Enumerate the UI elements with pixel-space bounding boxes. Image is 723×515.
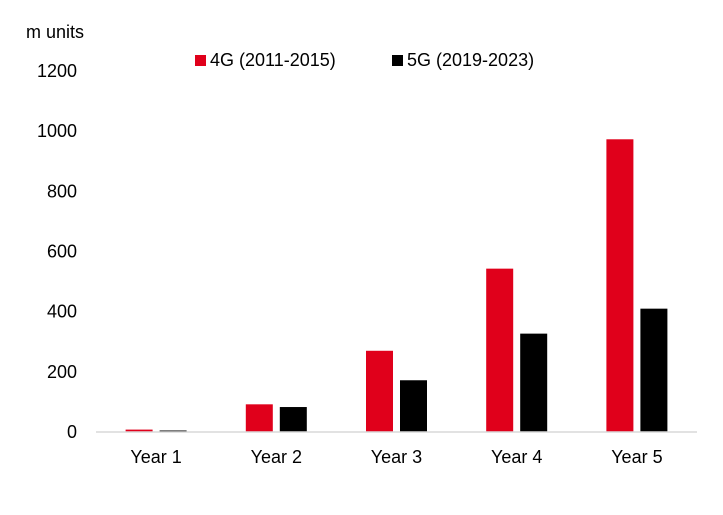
bar-4g-1 [125, 429, 153, 432]
x-tick-label: Year 5 [611, 447, 662, 467]
bar-5g-4 [520, 333, 548, 432]
y-tick-label: 800 [47, 181, 77, 201]
x-tick-label: Year 1 [130, 447, 181, 467]
legend-swatch-5g [392, 55, 403, 66]
y-tick-label: 1200 [37, 61, 77, 81]
x-tick-label: Year 3 [371, 447, 422, 467]
y-tick-label: 0 [67, 422, 77, 442]
bars [125, 139, 668, 432]
legend: 4G (2011-2015) 5G (2019-2023) [195, 50, 534, 70]
x-tick-label: Year 2 [251, 447, 302, 467]
legend-swatch-4g [195, 55, 206, 66]
y-tick-label: 600 [47, 242, 77, 262]
bar-5g-3 [400, 380, 427, 432]
bar-4g-2 [245, 404, 273, 432]
legend-label-4g: 4G (2011-2015) [210, 50, 336, 70]
bar-4g-5 [606, 139, 634, 432]
bar-5g-5 [640, 308, 668, 432]
bar-4g-3 [366, 350, 393, 432]
bar-4g-4 [486, 268, 514, 432]
bar-5g-1 [159, 430, 187, 432]
y-tick-label: 1000 [37, 121, 77, 141]
y-axis-ticks: 0 200 400 600 800 1000 1200 [37, 61, 77, 442]
x-axis-ticks: Year 1 Year 2 Year 3 Year 4 Year 5 [130, 447, 662, 467]
bar-5g-2 [279, 407, 307, 432]
y-tick-label: 400 [47, 302, 77, 322]
y-tick-label: 200 [47, 362, 77, 382]
y-axis-label: m units [26, 22, 84, 42]
legend-label-5g: 5G (2019-2023) [407, 50, 534, 70]
x-tick-label: Year 4 [491, 447, 542, 467]
